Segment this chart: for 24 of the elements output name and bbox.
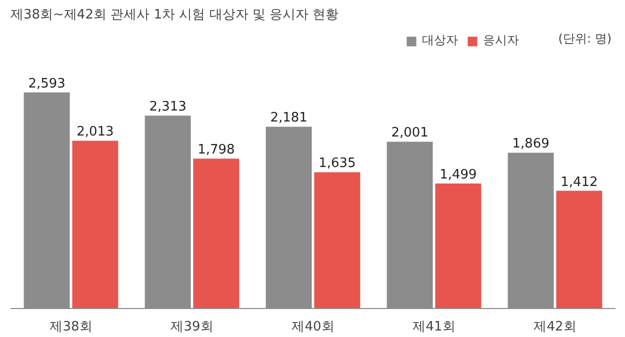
data-label: 2,001 <box>391 126 428 141</box>
data-label: 1,499 <box>440 168 477 183</box>
data-label: 2,593 <box>28 76 66 92</box>
data-label: 1,635 <box>318 156 356 172</box>
bar <box>193 158 240 308</box>
text: (단위: 명) <box>558 32 612 46</box>
legend-label: 응시자 <box>483 32 519 49</box>
x-tick-label: 제41회 <box>412 320 456 334</box>
data-label: 1,798 <box>198 142 235 158</box>
bar <box>72 140 118 308</box>
data-label: 2,013 <box>76 124 114 140</box>
data-label: 1,869 <box>512 136 550 152</box>
bar <box>314 172 360 308</box>
bar <box>556 190 602 308</box>
bar <box>435 184 482 308</box>
data-label: 2,313 <box>149 100 186 115</box>
data-label: 1,412 <box>560 174 598 190</box>
x-tick-label: 제42회 <box>534 320 576 334</box>
chart-title: 제38회~제42회 관세사 1차 시험 대상자 및 응시자 현황 <box>10 8 339 22</box>
x-tick-label: 제39회 <box>170 320 214 334</box>
data-label: 2,181 <box>270 110 308 126</box>
x-tick-label: 제38회 <box>50 320 92 334</box>
legend-label: 대상자 <box>422 32 458 49</box>
x-tick-label: 제40회 <box>292 320 334 334</box>
